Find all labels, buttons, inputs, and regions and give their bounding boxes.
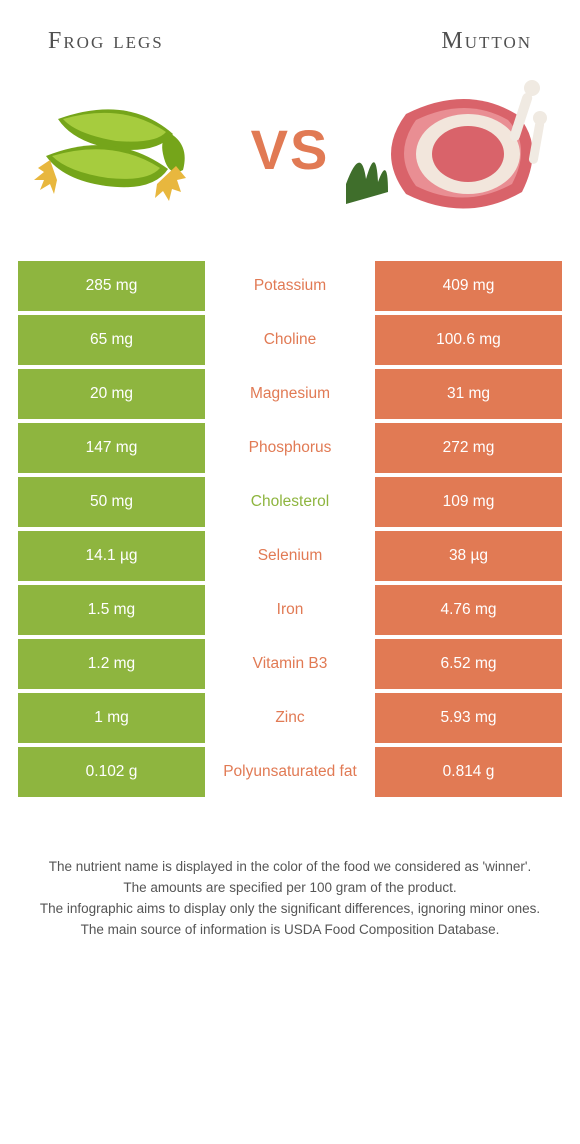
frog-legs-icon bbox=[18, 74, 234, 224]
mutton-icon bbox=[346, 74, 562, 224]
mutton-image bbox=[346, 74, 562, 224]
value-right: 0.814 g bbox=[375, 747, 562, 797]
footnote-line: The amounts are specified per 100 gram o… bbox=[28, 878, 552, 899]
value-right: 409 mg bbox=[375, 261, 562, 311]
footnote-line: The infographic aims to display only the… bbox=[28, 899, 552, 920]
value-right: 109 mg bbox=[375, 477, 562, 527]
value-left: 1.5 mg bbox=[18, 585, 205, 635]
value-right: 5.93 mg bbox=[375, 693, 562, 743]
value-right: 6.52 mg bbox=[375, 639, 562, 689]
footnote-line: The nutrient name is displayed in the co… bbox=[28, 857, 552, 878]
comparison-infographic: { "colors": { "left": "#8eb53f", "right"… bbox=[0, 0, 580, 1144]
footnote-line: The main source of information is USDA F… bbox=[28, 920, 552, 941]
nutrient-row: 1 mgZinc5.93 mg bbox=[18, 693, 562, 743]
value-left: 147 mg bbox=[18, 423, 205, 473]
heading-left: Frog legs bbox=[48, 28, 164, 55]
nutrient-row: 1.5 mgIron4.76 mg bbox=[18, 585, 562, 635]
vs-label: VS bbox=[251, 117, 330, 182]
value-right: 4.76 mg bbox=[375, 585, 562, 635]
nutrient-row: 0.102 gPolyunsaturated fat0.814 g bbox=[18, 747, 562, 797]
footnotes: The nutrient name is displayed in the co… bbox=[18, 857, 562, 941]
nutrient-row: 20 mgMagnesium31 mg bbox=[18, 369, 562, 419]
value-right: 100.6 mg bbox=[375, 315, 562, 365]
vs-row: VS bbox=[18, 73, 562, 225]
value-left: 0.102 g bbox=[18, 747, 205, 797]
headings: Frog legs Mutton bbox=[18, 28, 562, 55]
value-left: 20 mg bbox=[18, 369, 205, 419]
value-right: 38 µg bbox=[375, 531, 562, 581]
nutrient-row: 50 mgCholesterol109 mg bbox=[18, 477, 562, 527]
value-right: 31 mg bbox=[375, 369, 562, 419]
nutrient-label: Choline bbox=[205, 315, 375, 365]
nutrient-label: Phosphorus bbox=[205, 423, 375, 473]
nutrient-label: Magnesium bbox=[205, 369, 375, 419]
nutrient-row: 65 mgCholine100.6 mg bbox=[18, 315, 562, 365]
heading-right: Mutton bbox=[441, 28, 532, 55]
nutrient-label: Cholesterol bbox=[205, 477, 375, 527]
nutrient-row: 1.2 mgVitamin B36.52 mg bbox=[18, 639, 562, 689]
nutrient-label: Vitamin B3 bbox=[205, 639, 375, 689]
nutrient-label: Selenium bbox=[205, 531, 375, 581]
nutrient-label: Polyunsaturated fat bbox=[205, 747, 375, 797]
value-left: 1 mg bbox=[18, 693, 205, 743]
value-left: 1.2 mg bbox=[18, 639, 205, 689]
frog-legs-image bbox=[18, 74, 234, 224]
nutrient-label: Iron bbox=[205, 585, 375, 635]
nutrient-row: 147 mgPhosphorus272 mg bbox=[18, 423, 562, 473]
nutrient-row: 14.1 µgSelenium38 µg bbox=[18, 531, 562, 581]
value-left: 285 mg bbox=[18, 261, 205, 311]
nutrient-table: 285 mgPotassium409 mg65 mgCholine100.6 m… bbox=[18, 261, 562, 797]
nutrient-label: Potassium bbox=[205, 261, 375, 311]
value-left: 65 mg bbox=[18, 315, 205, 365]
value-left: 50 mg bbox=[18, 477, 205, 527]
nutrient-row: 285 mgPotassium409 mg bbox=[18, 261, 562, 311]
value-left: 14.1 µg bbox=[18, 531, 205, 581]
nutrient-label: Zinc bbox=[205, 693, 375, 743]
value-right: 272 mg bbox=[375, 423, 562, 473]
